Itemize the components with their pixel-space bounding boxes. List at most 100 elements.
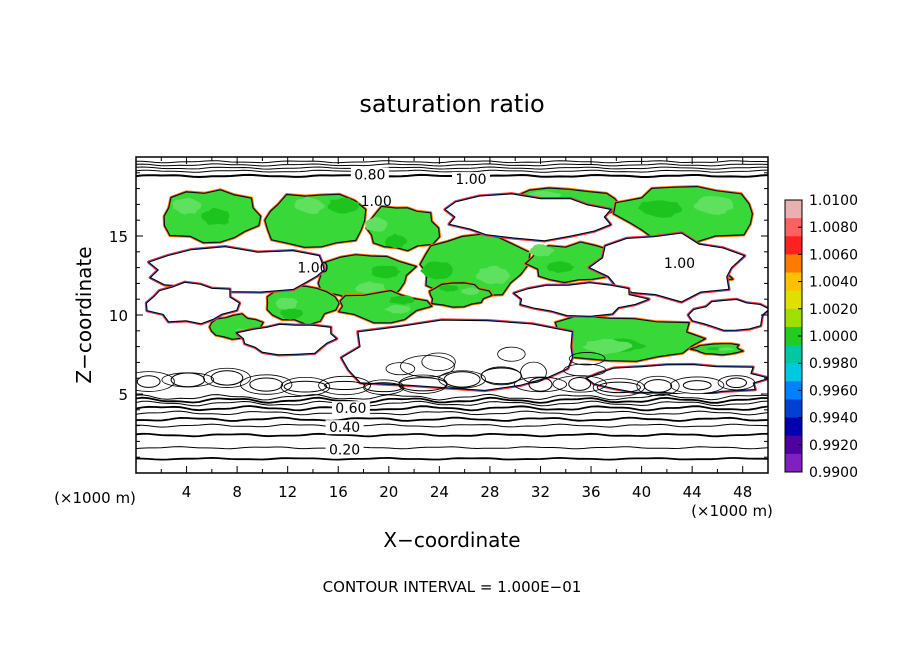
colorbar-swatch [785, 200, 802, 219]
eddy-contour [682, 380, 712, 391]
x-tick-label: 12 [278, 483, 297, 501]
contour-line [136, 396, 768, 404]
eddy-contour [136, 375, 161, 388]
contour-line [136, 166, 768, 170]
contour-line [136, 405, 768, 412]
contour-label-bg [325, 442, 364, 457]
colorbar-label: 1.0020 [809, 302, 858, 318]
contour-line [136, 393, 768, 401]
contour-interval-note: CONTOUR INTERVAL = 1.000E−01 [323, 578, 582, 596]
saturation-patch [327, 197, 360, 214]
saturation-patch [294, 196, 325, 215]
cloud-contour [385, 362, 416, 376]
dry-region-contour [588, 232, 745, 303]
saturation-field [136, 157, 768, 473]
saturation-patch [460, 287, 481, 295]
saturation-patch [693, 195, 734, 215]
colorbar-label: 1.0100 [809, 193, 858, 209]
dry-region-contour [341, 319, 573, 391]
dry-region-contour [513, 282, 650, 317]
colorbar-swatch [785, 254, 802, 274]
dry-region-contour [236, 323, 337, 356]
contour-lines [136, 160, 768, 461]
contour-labels: 0.80 1.00 1.00 1.00 1.00 0.60 0.40 0.20 [297, 167, 695, 458]
eddy-contour [364, 382, 404, 393]
saturation-patch [201, 207, 230, 225]
saturation-patch [172, 197, 202, 215]
contour-label-bg [331, 401, 370, 416]
colorbar-label: 1.0040 [809, 275, 858, 291]
x-tick-label: 32 [531, 483, 550, 501]
y-axis-label: Z−coordinate [72, 246, 96, 383]
contour-label-bg [325, 420, 364, 435]
eddy-contour [363, 379, 405, 395]
colorbar: 1.0100 1.0080 1.0060 1.0040 1.0020 1.0000 0.99… [784, 193, 858, 481]
saturation-patch [582, 339, 633, 355]
saturation-patch [420, 261, 453, 280]
contour-label: 0.80 [354, 167, 385, 183]
cloud-contour [520, 361, 547, 384]
saturation-patch [384, 233, 408, 249]
colorbar-swatch [785, 272, 802, 292]
saturation-patch [438, 285, 459, 292]
colorbar-swatch [785, 290, 802, 310]
colorbar-swatch [785, 308, 802, 328]
contour-label: 1.00 [455, 172, 486, 188]
eddy-contour [438, 370, 486, 389]
saturation-patch [546, 261, 575, 273]
eddy-contour [324, 380, 366, 391]
eddy-contour [568, 376, 592, 391]
y-tick-label: 10 [109, 307, 128, 325]
saturation-patch [388, 295, 415, 305]
y-axis: 5 10 15 [109, 172, 768, 458]
colorbar-swatch [785, 417, 802, 437]
contour-line [136, 456, 768, 461]
colorbar-label: 1.0060 [809, 247, 858, 263]
plot-area: 0.80 1.00 1.00 1.00 1.00 0.60 0.40 0.20 [136, 157, 768, 473]
colorbar-swatch [785, 399, 802, 419]
colorbar-swatch [785, 326, 802, 346]
eddy-contour [636, 375, 680, 397]
saturation-patch [706, 347, 722, 351]
contour-line [136, 163, 768, 167]
colorbar-label: 0.9980 [809, 356, 858, 372]
contour-label: 0.20 [329, 442, 360, 458]
eddy-contour [136, 371, 175, 392]
contour-line [136, 160, 768, 164]
colorbar-swatch [785, 435, 802, 455]
contour-line [136, 169, 768, 173]
contour-label: 1.00 [361, 194, 392, 210]
saturation-patch [637, 200, 683, 218]
eddy-contour [210, 370, 244, 386]
eddy-contour [596, 381, 641, 394]
colorbar-label: 0.9900 [809, 465, 858, 481]
eddy-contour [280, 376, 331, 397]
cloud-contour [568, 352, 606, 366]
contour-label: 1.00 [664, 256, 695, 272]
x-tick-label: 36 [581, 483, 600, 501]
x-unit-label: (×1000 m) [691, 502, 773, 520]
saturation-patch [528, 244, 555, 257]
contour-label: 0.40 [329, 420, 360, 436]
contour-label: 0.60 [335, 401, 366, 417]
x-tick-label: 4 [182, 483, 192, 501]
x-tick-label: 40 [632, 483, 651, 501]
eddy-contour [249, 377, 284, 392]
colorbar-label: 0.9940 [809, 411, 858, 427]
x-tick-label: 44 [683, 483, 702, 501]
cloud-contour [497, 346, 526, 362]
colorbar-swatch [785, 453, 802, 473]
x-tick-label: 28 [480, 483, 499, 501]
eddy-contour [318, 375, 371, 396]
colorbar-swatch [785, 236, 802, 255]
cloud-contour [400, 355, 455, 378]
colorbar-swatch [785, 381, 802, 400]
eddy-contour [513, 376, 568, 393]
y-unit-label: (×1000 m) [54, 489, 136, 507]
colorbar-label: 0.9960 [809, 383, 858, 399]
contour-label-bg [350, 167, 389, 182]
x-tick-label: 8 [232, 483, 242, 501]
saturation-patch [275, 297, 298, 310]
saturation-patch [364, 217, 388, 232]
